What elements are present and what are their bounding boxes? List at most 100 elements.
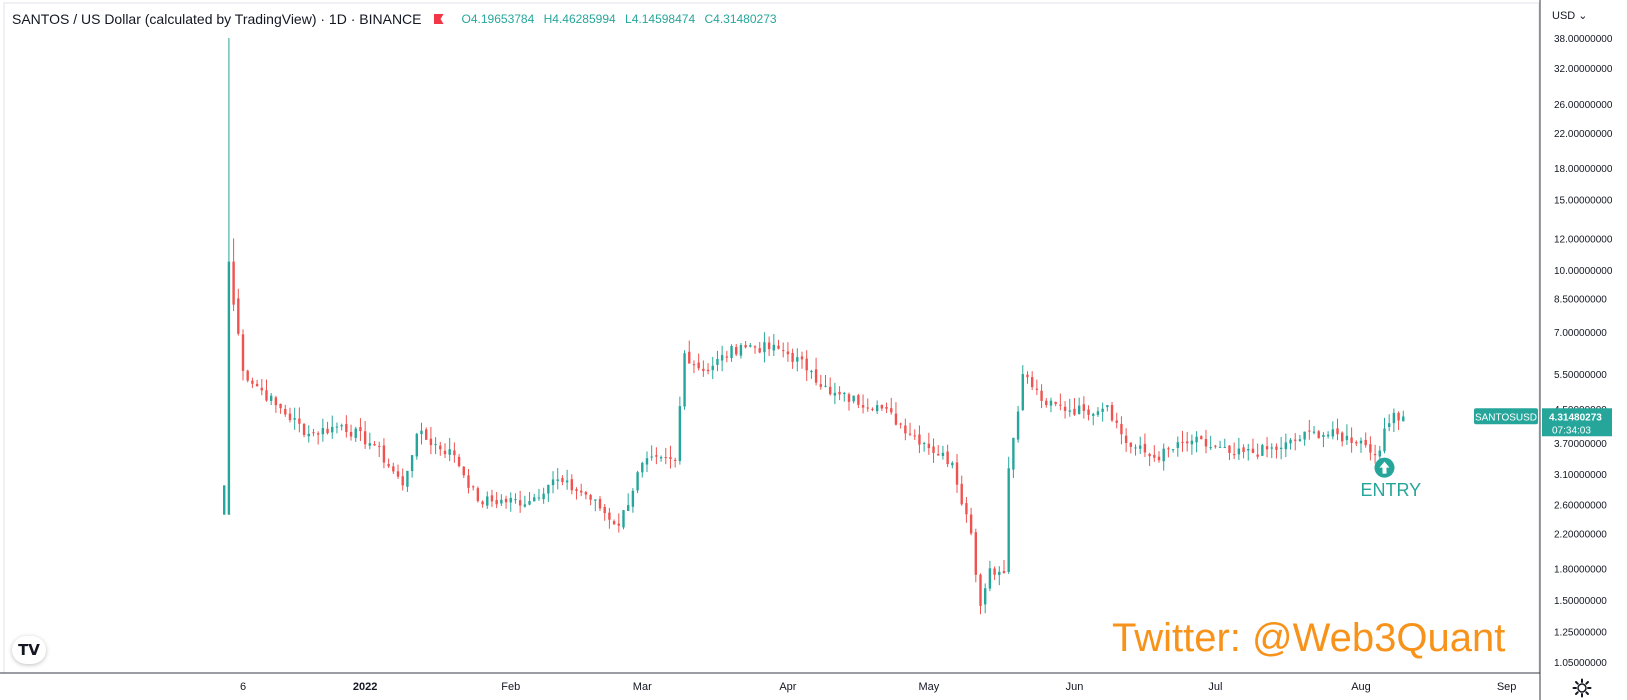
candle-body [335, 426, 339, 428]
candle-body [1134, 447, 1137, 449]
candle-body [753, 346, 757, 348]
flag-icon[interactable] [433, 14, 444, 24]
candle-body [410, 455, 414, 472]
candle-body [251, 380, 254, 384]
ohlc-readout: O4.19653784 H4.46285994 L4.14598474 C4.3… [462, 12, 783, 26]
candle-body [1176, 442, 1179, 448]
candle-body [580, 490, 583, 493]
candle-body [260, 387, 263, 391]
candle-body [1035, 388, 1039, 390]
candle-body [875, 405, 879, 412]
candle-body [622, 510, 625, 528]
candle-body [387, 464, 390, 467]
candle-body [1092, 413, 1095, 416]
price-tick-label: 18.00000000 [1554, 164, 1613, 175]
candle-body [951, 462, 954, 466]
candle-body [1120, 423, 1123, 435]
candle-body [354, 428, 357, 438]
candle-body [476, 488, 480, 502]
candle-body [655, 455, 658, 457]
candle-body [453, 450, 456, 456]
candle-body [1228, 445, 1231, 454]
candle-body [979, 574, 982, 606]
candle-body [880, 404, 884, 409]
candle-body [1096, 411, 1100, 415]
candle-body [772, 344, 776, 351]
candle-body [1303, 431, 1306, 440]
candle-body [796, 357, 799, 362]
candle-body [1373, 453, 1377, 456]
candle-body [1275, 446, 1278, 450]
candle-body [537, 497, 541, 499]
candle-body [1294, 439, 1297, 441]
candle-body [650, 456, 653, 458]
time-tick-label: Apr [779, 681, 796, 693]
candle-body [763, 342, 766, 353]
candle-body [500, 499, 503, 504]
candle-body [401, 476, 404, 486]
candle-body [1002, 571, 1006, 574]
candle-body [1265, 446, 1269, 450]
candle-body [378, 445, 381, 447]
price-tick-label: 32.00000000 [1554, 64, 1613, 75]
candle-body [1218, 446, 1222, 448]
candle-body [382, 445, 386, 463]
candle-body [777, 345, 780, 349]
candle-body [702, 368, 705, 371]
gear-icon[interactable] [1572, 678, 1592, 698]
candle-body [720, 355, 724, 361]
candle-body [1045, 400, 1048, 406]
tradingview-logo-icon[interactable]: TV [12, 636, 46, 664]
candle-body [1068, 410, 1071, 412]
candle-body [598, 498, 602, 509]
candle-body [1364, 439, 1367, 446]
candle-body [321, 428, 325, 435]
time-tick-label: Feb [501, 681, 520, 693]
symbol-title[interactable]: SANTOS / US Dollar (calculated by Tradin… [12, 11, 422, 27]
candle-body [316, 433, 320, 435]
candle-body [828, 386, 832, 395]
price-tick-label: 3.10000000 [1554, 470, 1607, 481]
candle-body [833, 392, 837, 396]
candle-body [1387, 423, 1391, 428]
price-tick-label: 1.80000000 [1554, 564, 1607, 575]
candle-body [1012, 437, 1015, 470]
close-key: C [704, 12, 714, 26]
candle-body [913, 435, 916, 437]
price-tick-label: 1.05000000 [1554, 658, 1607, 669]
candle-body [1397, 412, 1400, 421]
candle-body [1030, 377, 1034, 388]
price-tag-value: 4.31480273 [1549, 412, 1602, 423]
currency-selector[interactable]: USD ⌄ [1552, 9, 1588, 22]
time-axis[interactable]: 62022FebMarAprMayJunJulAugSepOct [240, 681, 1627, 693]
price-tick-label: 2.60000000 [1554, 500, 1607, 511]
candle-body [1139, 445, 1142, 449]
candle-body [678, 406, 682, 461]
candle-body [471, 486, 475, 488]
price-tag-bg [1542, 408, 1612, 437]
candle-body [692, 364, 696, 366]
candle-body [434, 443, 437, 445]
candle-body [852, 395, 855, 402]
price-tick-label: 7.00000000 [1554, 328, 1607, 339]
candle-body [448, 449, 451, 455]
candle-body [589, 495, 592, 500]
time-tick-label: Sep [1497, 681, 1517, 693]
candle-body [1148, 453, 1151, 457]
time-tick-label: Jun [1066, 681, 1084, 693]
candle-body [1204, 438, 1208, 447]
candle-body [1279, 447, 1283, 449]
candle-body [425, 429, 428, 440]
candle-body [490, 495, 494, 502]
candle-body [1167, 448, 1170, 450]
candle-body [782, 350, 785, 352]
arrow-up-glyph [1379, 461, 1390, 474]
candle-body [993, 568, 996, 575]
candle-body [1040, 390, 1043, 401]
candle-body [1185, 441, 1189, 444]
candle-body [1171, 449, 1175, 451]
symbol-tag-text: SANTOSUSD [1475, 412, 1537, 423]
candle-body [1284, 442, 1288, 450]
candle-body [1214, 445, 1217, 447]
